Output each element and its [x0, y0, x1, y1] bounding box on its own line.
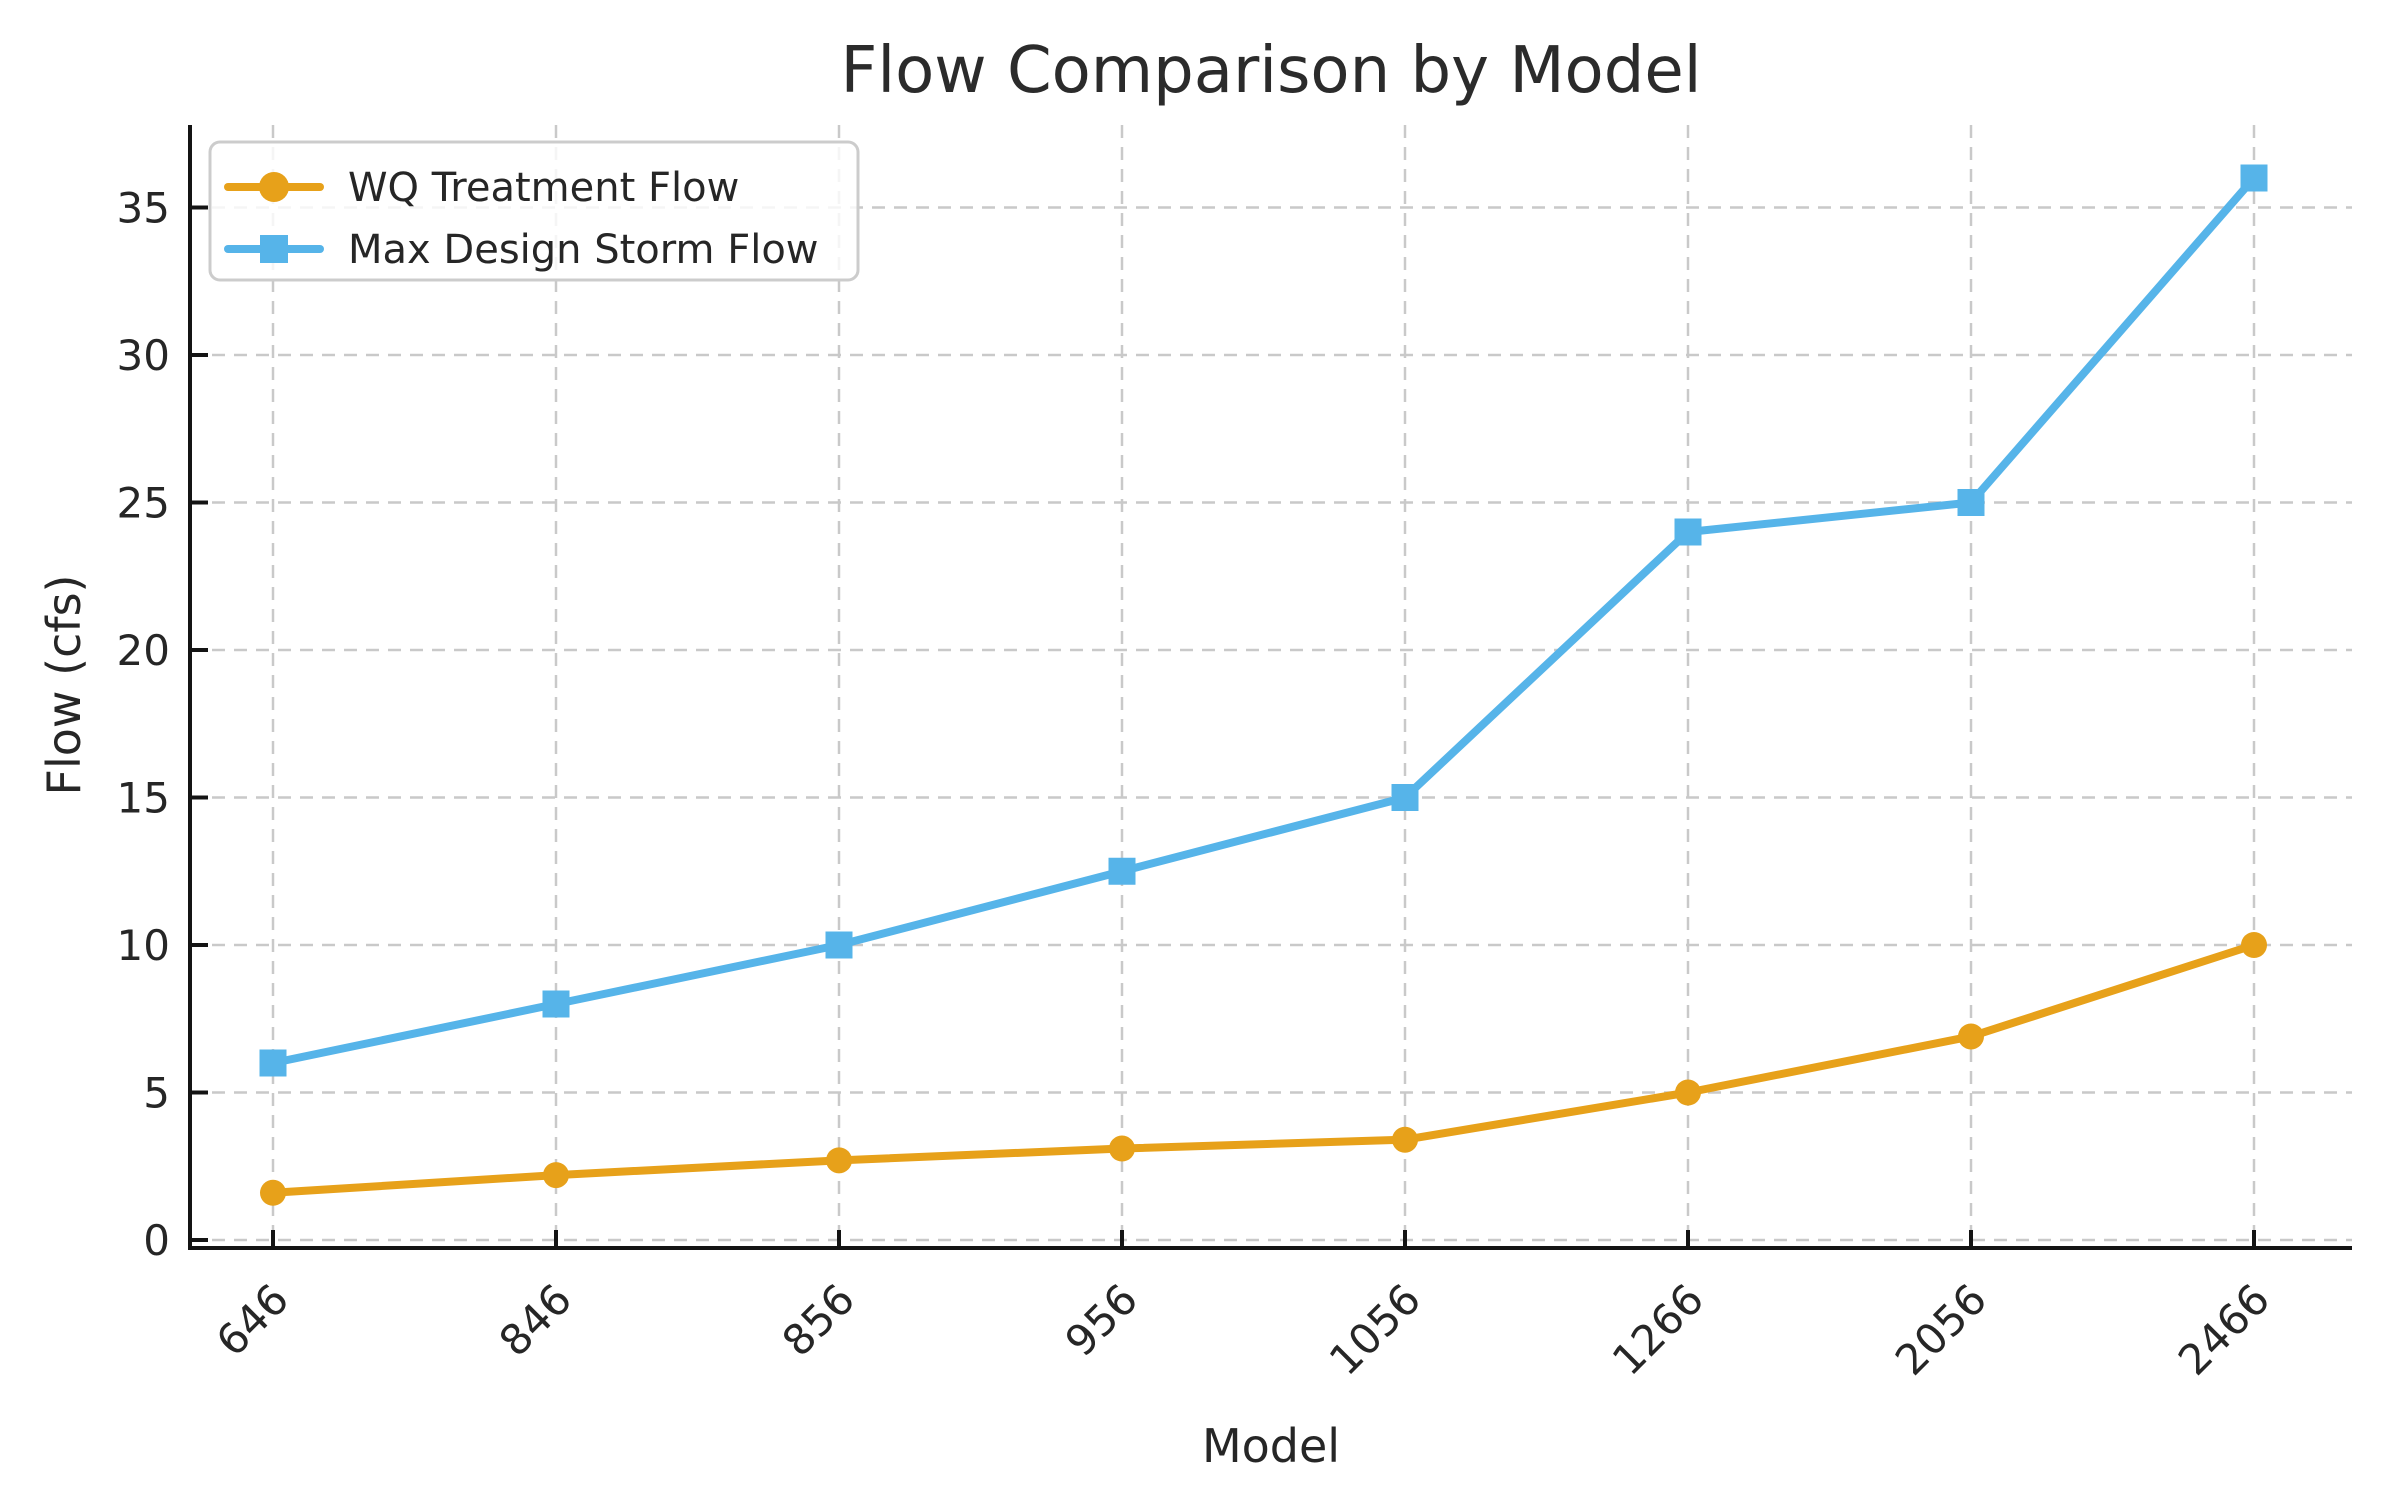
series-marker-square [2240, 164, 2268, 192]
y-tick-label: 30 [117, 331, 170, 380]
x-tick-label: 646 [207, 1274, 298, 1365]
legend-entry-wq-treatment-flow: WQ Treatment Flow [224, 165, 739, 211]
y-axis-label: Flow (cfs) [37, 575, 91, 796]
legend-label-wq: WQ Treatment Flow [348, 165, 739, 211]
axis-spines [188, 125, 2352, 1250]
series-line-wq-treatment-flow [269, 941, 2258, 1197]
y-tick-label: 5 [143, 1069, 170, 1118]
series-marker-circle [826, 1147, 852, 1174]
chart-title: Flow Comparison by Model [841, 34, 1702, 108]
axis-ticks: 646 846 856 956 1056 1266 2056 2466 0 5 10 15 20 25 30… [117, 184, 2280, 1385]
x-tick-label: 1266 [1603, 1274, 1713, 1384]
series-marker-circle [1675, 1079, 1701, 1106]
x-tick-label: 856 [773, 1274, 864, 1365]
series-marker-circle [543, 1162, 569, 1189]
series-marker-square [542, 990, 570, 1018]
x-tick-label: 1056 [1320, 1274, 1430, 1384]
y-tick-label: 25 [117, 479, 170, 528]
legend-marker-circle [259, 172, 289, 202]
legend: WQ Treatment Flow Max Design Storm Flow [208, 140, 860, 282]
y-tick-label: 35 [117, 184, 170, 233]
series-marker-square [1391, 784, 1419, 811]
series-marker-circle [1109, 1135, 1135, 1162]
data-series [259, 164, 2268, 1206]
y-tick-label: 20 [117, 626, 170, 675]
gridlines [190, 125, 2352, 1248]
legend-entry-max-design-storm-flow: Max Design Storm Flow [224, 227, 819, 273]
y-tick-label: 15 [117, 774, 170, 823]
series-marker-square [1957, 489, 1985, 516]
series-marker-circle [1392, 1126, 1418, 1153]
x-tick-label: 2056 [1886, 1274, 1996, 1384]
series-marker-circle [2241, 932, 2267, 958]
series-marker-square [825, 931, 853, 959]
series-marker-square [259, 1049, 287, 1077]
series-marker-square [1674, 518, 1702, 546]
y-tick-label: 0 [143, 1216, 170, 1265]
y-tick-label: 10 [117, 921, 170, 970]
legend-box [208, 140, 860, 282]
series-line-max-design-storm-flow [269, 174, 2258, 1067]
legend-label-max: Max Design Storm Flow [348, 227, 819, 273]
series-marker-circle [260, 1179, 286, 1206]
x-tick-label: 956 [1056, 1274, 1147, 1365]
series-marker-circle [1958, 1023, 1984, 1050]
legend-marker-square [260, 235, 288, 263]
x-tick-label: 2466 [2169, 1274, 2279, 1384]
x-tick-label: 846 [490, 1274, 581, 1365]
x-axis-label: Model [1202, 1419, 1340, 1473]
series-marker-square [1108, 857, 1136, 885]
